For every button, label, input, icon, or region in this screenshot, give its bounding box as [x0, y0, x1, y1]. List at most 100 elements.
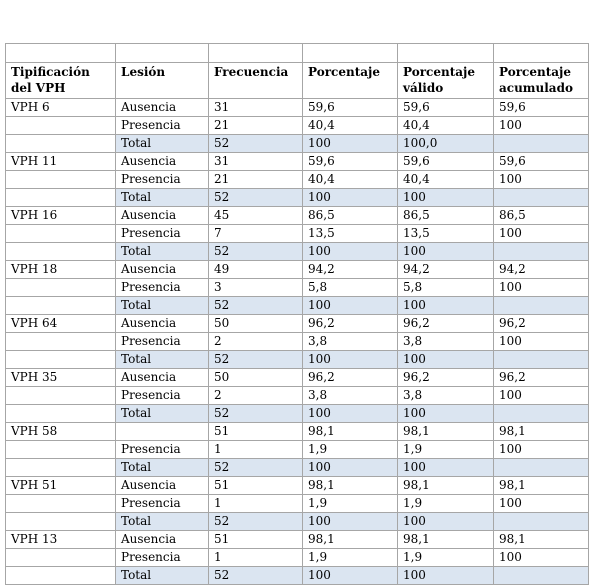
- table-cell: 52: [208, 404, 303, 423]
- table-cell: [493, 188, 589, 207]
- table-cell: 40,4: [397, 170, 494, 189]
- table-cell: [493, 242, 589, 261]
- table-cell: 94,2: [397, 260, 494, 279]
- table-cell: Presencia: [115, 278, 209, 297]
- table-cell: [493, 296, 589, 315]
- table-cell: [115, 422, 209, 441]
- table-cell: 100: [397, 188, 494, 207]
- table-cell: [493, 458, 589, 477]
- table-cell: 98,1: [397, 476, 494, 495]
- table-cell: Total: [115, 404, 209, 423]
- table-cell: 2: [208, 332, 303, 351]
- table-cell: 52: [208, 566, 303, 585]
- header-cell: Frecuencia: [208, 62, 303, 99]
- table-cell: Presencia: [115, 386, 209, 405]
- data-row: VPH 13 Ausencia 51 98,1 98,1 98,1: [5, 530, 589, 549]
- table-cell: Ausencia: [115, 476, 209, 495]
- table-cell: 1,9: [397, 440, 494, 459]
- table-cell: [5, 134, 116, 153]
- data-row: VPH 58 51 98,1 98,1 98,1: [5, 422, 589, 441]
- table-cell: 98,1: [302, 422, 398, 441]
- table-cell: Presencia: [115, 494, 209, 513]
- table-cell: 100: [302, 566, 398, 585]
- data-row: Total 52 100 100,0: [5, 134, 589, 153]
- data-row: Presencia 21 40,4 40,4 100: [5, 170, 589, 189]
- table-cell: 98,1: [493, 422, 589, 441]
- table-cell: 1,9: [397, 494, 494, 513]
- table-cell: 40,4: [302, 170, 398, 189]
- data-row: VPH 6 Ausencia 31 59,6 59,6 59,6: [5, 98, 589, 117]
- table-cell: [5, 350, 116, 369]
- table-cell: [5, 440, 116, 459]
- table-cell: 100: [397, 296, 494, 315]
- data-row: Presencia 1 1,9 1,9 100: [5, 548, 589, 567]
- table-cell: 100: [493, 332, 589, 351]
- data-row: VPH 18 Ausencia 49 94,2 94,2 94,2: [5, 260, 589, 279]
- table-cell: [5, 296, 116, 315]
- table-cell: 1,9: [302, 548, 398, 567]
- table-cell: 100: [493, 494, 589, 513]
- table-cell: 3: [208, 278, 303, 297]
- table-cell: 100: [493, 278, 589, 297]
- table-cell: Ausencia: [115, 314, 209, 333]
- table-cell: Ausencia: [115, 260, 209, 279]
- table-cell: 52: [208, 242, 303, 261]
- table-body: Tipificación del VPH Lesión Frecuencia Porc…: [5, 43, 589, 585]
- table-cell: 1: [208, 494, 303, 513]
- data-row: Total 52 100 100: [5, 566, 589, 585]
- table-cell: 51: [208, 422, 303, 441]
- table-cell: VPH 16: [5, 206, 116, 225]
- table-cell: VPH 6: [5, 98, 116, 117]
- table-cell: Presencia: [115, 440, 209, 459]
- table-cell: 100: [302, 134, 398, 153]
- table-cell: 96,2: [397, 368, 494, 387]
- table-cell: Presencia: [115, 224, 209, 243]
- table-cell: Total: [115, 350, 209, 369]
- table-cell: 59,6: [302, 152, 398, 171]
- table-cell: 59,6: [493, 152, 589, 171]
- table-cell: Presencia: [115, 332, 209, 351]
- table-cell: 86,5: [302, 206, 398, 225]
- table-cell: [493, 566, 589, 585]
- table-cell: 40,4: [302, 116, 398, 135]
- table-cell: [5, 278, 116, 297]
- table-cell: 98,1: [397, 530, 494, 549]
- data-row: VPH 64 Ausencia 50 96,2 96,2 96,2: [5, 314, 589, 333]
- blank-row: [5, 43, 589, 63]
- table-cell: Presencia: [115, 116, 209, 135]
- header-cell: Tipificación del VPH: [5, 62, 116, 99]
- table-cell: 5,8: [397, 278, 494, 297]
- table-cell: 50: [208, 314, 303, 333]
- data-row: VPH 11 Ausencia 31 59,6 59,6 59,6: [5, 152, 589, 171]
- data-row: Presencia 1 1,9 1,9 100: [5, 440, 589, 459]
- data-row: VPH 35 Ausencia 50 96,2 96,2 96,2: [5, 368, 589, 387]
- table-cell: 100: [302, 458, 398, 477]
- table-cell: 100: [302, 296, 398, 315]
- table-cell: 100: [397, 458, 494, 477]
- header-row: Tipificación del VPH Lesión Frecuencia Porc…: [5, 62, 589, 99]
- table-cell: [5, 188, 116, 207]
- table-cell: Total: [115, 566, 209, 585]
- table-cell: 59,6: [397, 152, 494, 171]
- table-cell: Ausencia: [115, 98, 209, 117]
- data-row: VPH 16 Ausencia 45 86,5 86,5 86,5: [5, 206, 589, 225]
- data-row: VPH 51 Ausencia 51 98,1 98,1 98,1: [5, 476, 589, 495]
- data-row: Presencia 2 3,8 3,8 100: [5, 332, 589, 351]
- table-cell: 51: [208, 476, 303, 495]
- table-cell: Total: [115, 296, 209, 315]
- table-cell: 3,8: [397, 386, 494, 405]
- table-cell: 52: [208, 350, 303, 369]
- table-cell: 2: [208, 386, 303, 405]
- table-cell: Ausencia: [115, 152, 209, 171]
- data-row: Total 52 100 100: [5, 242, 589, 261]
- table-cell: VPH 64: [5, 314, 116, 333]
- data-row: Presencia 2 3,8 3,8 100: [5, 386, 589, 405]
- table-cell: Total: [115, 458, 209, 477]
- table-cell: 59,6: [493, 98, 589, 117]
- table-cell: 52: [208, 458, 303, 477]
- table-cell: Total: [115, 242, 209, 261]
- table-cell: 13,5: [397, 224, 494, 243]
- table-cell: [5, 170, 116, 189]
- table-cell: 52: [208, 134, 303, 153]
